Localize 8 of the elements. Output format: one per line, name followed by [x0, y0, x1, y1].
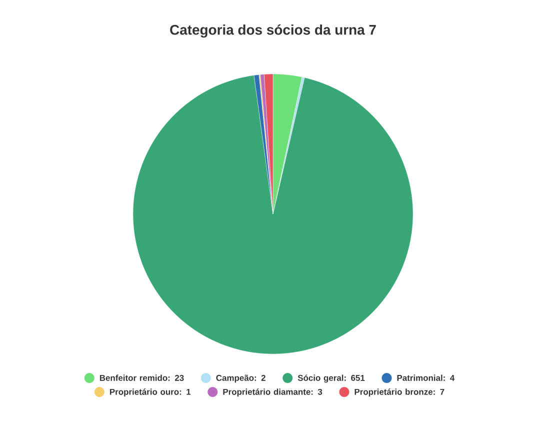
legend-label: Sócio geral: 651 — [298, 374, 365, 383]
legend-label: Proprietário bronze: 7 — [354, 388, 444, 397]
legend-label: Campeão: 2 — [216, 374, 266, 383]
legend-label: Proprietário ouro: 1 — [110, 388, 191, 397]
chart-title: Categoria dos sócios da urna 7 — [170, 24, 376, 38]
legend-label: Benfeitor remido: 23 — [100, 374, 184, 381]
legend-label: Proprietário diamante: 3 — [223, 388, 322, 397]
legend-label: Patrimonial: 4 — [397, 374, 455, 381]
